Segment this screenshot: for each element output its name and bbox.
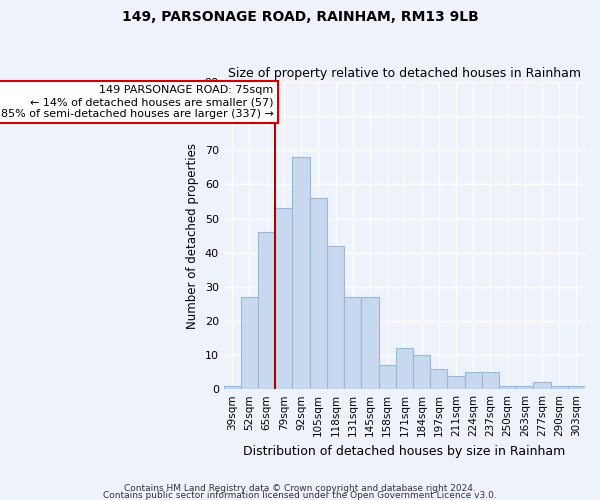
Text: Contains public sector information licensed under the Open Government Licence v3: Contains public sector information licen… [103,492,497,500]
Bar [361,297,379,389]
Bar [533,382,551,389]
Bar [310,198,327,389]
Bar [258,232,275,389]
Y-axis label: Number of detached properties: Number of detached properties [186,142,199,328]
Bar [224,386,241,389]
Bar [413,355,430,389]
Bar [516,386,533,389]
Bar [430,368,448,389]
Text: 149, PARSONAGE ROAD, RAINHAM, RM13 9LB: 149, PARSONAGE ROAD, RAINHAM, RM13 9LB [122,10,478,24]
Bar [327,246,344,389]
Bar [568,386,585,389]
Title: Size of property relative to detached houses in Rainham: Size of property relative to detached ho… [228,66,581,80]
Bar [448,376,464,389]
Bar [241,297,258,389]
Text: Contains HM Land Registry data © Crown copyright and database right 2024.: Contains HM Land Registry data © Crown c… [124,484,476,493]
Bar [551,386,568,389]
Bar [482,372,499,389]
Bar [292,157,310,389]
Text: 149 PARSONAGE ROAD: 75sqm
← 14% of detached houses are smaller (57)
85% of semi-: 149 PARSONAGE ROAD: 75sqm ← 14% of detac… [1,86,274,118]
Bar [344,297,361,389]
Bar [275,208,292,389]
Bar [396,348,413,389]
Bar [499,386,516,389]
X-axis label: Distribution of detached houses by size in Rainham: Distribution of detached houses by size … [243,444,565,458]
Bar [464,372,482,389]
Bar [379,366,396,389]
